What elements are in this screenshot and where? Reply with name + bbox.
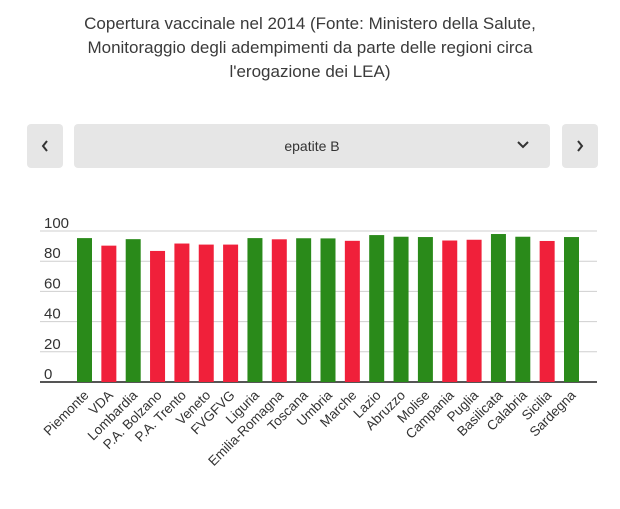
- chart-title-line: l'erogazione dei LEA): [229, 62, 391, 81]
- chevron-right-icon: [577, 140, 584, 152]
- prev-button[interactable]: [27, 124, 63, 168]
- y-tick-label: 40: [44, 306, 61, 323]
- bar-calabria[interactable]: [515, 236, 531, 382]
- bar-campania[interactable]: [442, 240, 458, 382]
- bar-basilicata[interactable]: [490, 234, 506, 382]
- y-tick-label: 0: [44, 366, 52, 383]
- bar-liguria[interactable]: [247, 238, 263, 382]
- bar-umbria[interactable]: [320, 238, 336, 382]
- bar-veneto[interactable]: [198, 244, 214, 382]
- bar-sardegna[interactable]: [564, 237, 579, 382]
- y-tick-label: 100: [44, 215, 69, 232]
- next-button[interactable]: [562, 124, 598, 168]
- bar-lombardia[interactable]: [125, 239, 141, 382]
- y-tick-label: 20: [44, 336, 61, 353]
- chevron-left-icon: [41, 140, 48, 152]
- bar-toscana[interactable]: [296, 238, 312, 382]
- bar-p-a-bolzano[interactable]: [150, 250, 166, 382]
- vaccine-select-value: epatite B: [284, 138, 340, 154]
- bar-emilia-romagna[interactable]: [271, 239, 287, 382]
- y-tick-label: 60: [44, 275, 61, 292]
- bar-molise[interactable]: [417, 237, 433, 382]
- bar-sicilia[interactable]: [539, 240, 555, 382]
- chart-title-line: Copertura vaccinale nel 2014 (Fonte: Min…: [84, 14, 536, 33]
- bar-fvgfvg[interactable]: [223, 244, 239, 382]
- chart-title-line: Monitoraggio degli adempimenti da parte …: [87, 38, 533, 57]
- chart-title: Copertura vaccinale nel 2014 (Fonte: Min…: [40, 12, 580, 84]
- bar-lazio[interactable]: [369, 235, 385, 382]
- chevron-down-icon: [517, 141, 529, 149]
- bar-piemonte[interactable]: [77, 238, 92, 382]
- x-tick-label: Piemonte: [41, 388, 92, 439]
- bar-p-a-trento[interactable]: [174, 243, 190, 382]
- y-tick-label: 80: [44, 245, 61, 262]
- bar-abruzzo[interactable]: [393, 236, 409, 382]
- bar-vda[interactable]: [101, 245, 117, 382]
- bar-marche[interactable]: [344, 240, 360, 382]
- bar-puglia[interactable]: [466, 239, 482, 382]
- vaccine-select[interactable]: epatite B: [74, 124, 550, 168]
